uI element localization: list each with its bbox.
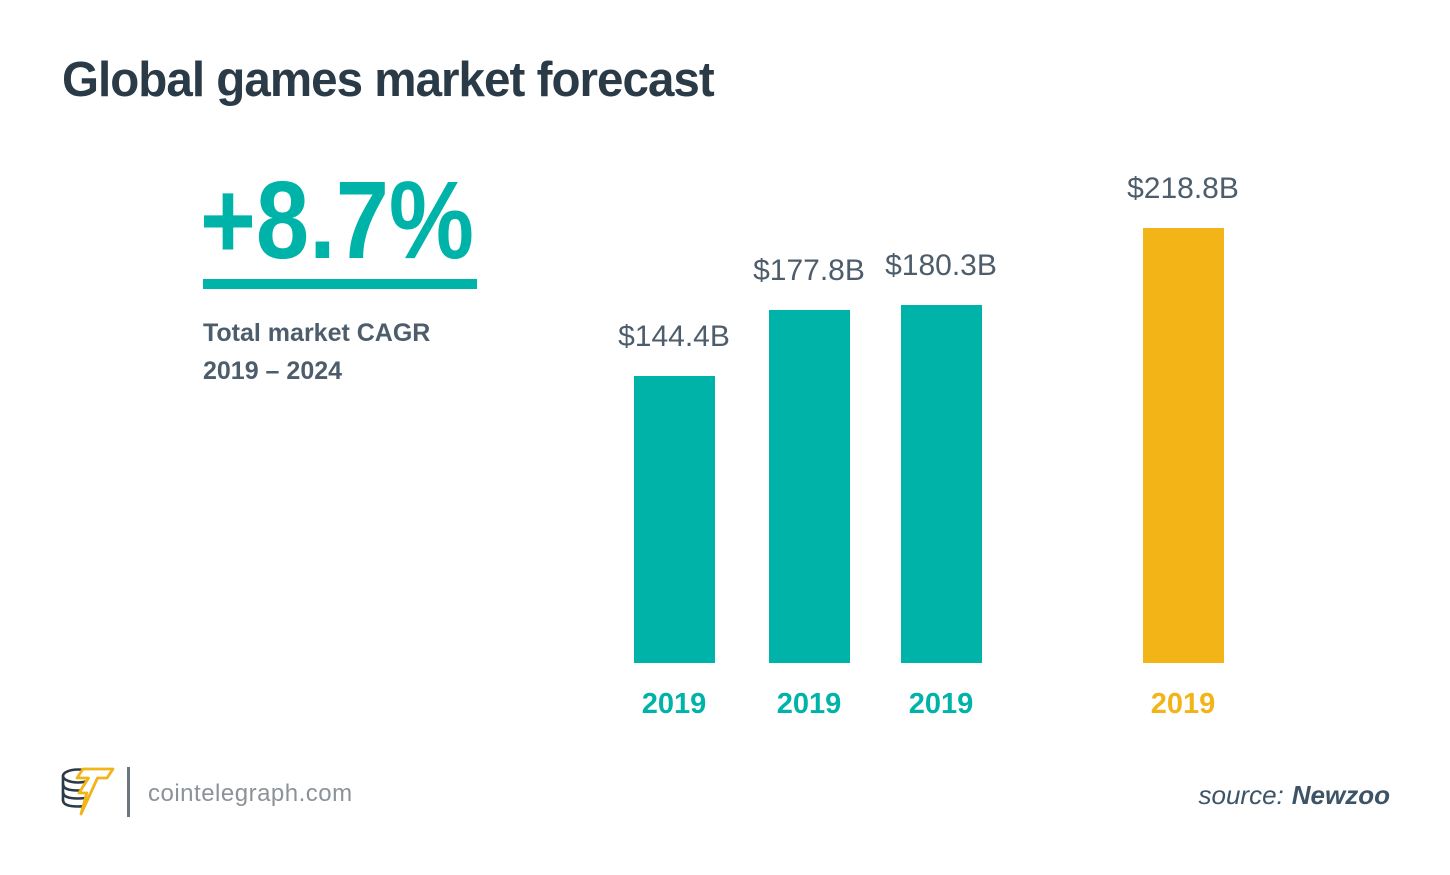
bar-year-label: 2019 (776, 688, 842, 720)
bar-value-label: $218.8B (1127, 172, 1239, 205)
bar-value-label: $177.8B (753, 254, 865, 287)
bar-year-label: 2019 (1150, 688, 1216, 720)
bar (900, 305, 982, 663)
cagr-caption-line1: Total market CAGR (203, 319, 431, 347)
bar-year-label: 2019 (641, 688, 707, 720)
bar (633, 376, 715, 663)
bar (1142, 228, 1224, 663)
source-prefix: source: (1198, 780, 1284, 810)
cagr-caption-line2: 2019 – 2024 (203, 357, 343, 385)
bar-value-label: $180.3B (885, 249, 997, 282)
cointelegraph-logo (58, 762, 116, 829)
bar-value-label: $144.4B (618, 320, 730, 353)
footer-site-text: cointelegraph.com (148, 780, 353, 807)
bar-year-label: 2019 (908, 688, 974, 720)
coin-stack-lightning-icon (61, 767, 115, 816)
footer-divider (127, 767, 130, 817)
highlight-underline (203, 279, 477, 289)
cagr-highlight-value: +8.7% (200, 159, 475, 282)
bar (768, 310, 850, 663)
page-title: Global games market forecast (62, 53, 715, 107)
source-name: Newzoo (1291, 780, 1390, 810)
footer-source: source: Newzoo (1199, 780, 1391, 811)
cagr-caption: Total market CAGR 2019 – 2024 (203, 314, 430, 390)
